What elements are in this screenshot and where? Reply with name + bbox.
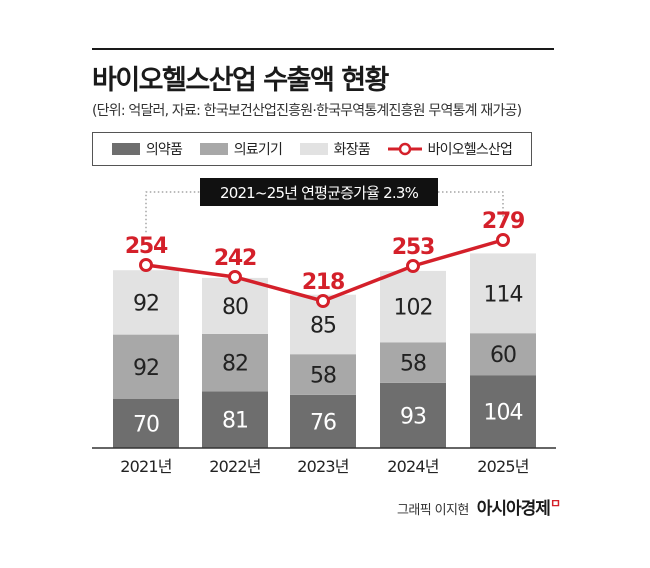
legend-item-cosmetics: 화장품 — [299, 139, 371, 159]
bar-value-cosmetics-5: 114 — [484, 282, 523, 307]
bar-value-pharma-2: 81 — [222, 409, 248, 434]
legend-label-pharma: 의약품 — [145, 142, 183, 158]
bar-medical-5 — [470, 333, 536, 376]
total-label-4: 253 — [392, 235, 434, 260]
bar-value-medical-5: 60 — [490, 343, 516, 368]
bar-medical-1 — [113, 334, 179, 399]
bar-value-cosmetics-2: 80 — [222, 295, 248, 320]
chart-subtitle: (단위: 억달러, 자료: 한국보건산업진흥원·한국무역통계진흥원 무역통계 재… — [92, 103, 522, 119]
total-label-1: 254 — [125, 234, 168, 259]
bar-value-cosmetics-1: 92 — [133, 291, 159, 316]
bar-value-pharma-5: 104 — [484, 401, 523, 426]
bar-cosmetics-5 — [470, 253, 536, 334]
legend-label-cosmetics: 화장품 — [333, 142, 371, 158]
top-rule — [92, 48, 554, 50]
total-point-5 — [496, 233, 510, 247]
total-point-3 — [316, 294, 330, 308]
x-tick-label-1: 2021년 — [120, 457, 172, 476]
x-tick-label-2: 2022년 — [209, 457, 261, 476]
annotation-box — [200, 178, 438, 206]
bar-value-medical-4: 58 — [400, 352, 426, 377]
annotation-bracket-left — [145, 191, 200, 233]
overlay-group: 2021년 2022년 2023년 2024년 2025년 2021~25년 연평균증가율… — [120, 178, 530, 476]
x-tick-label-5: 2025년 — [477, 457, 529, 476]
bar-value-pharma-3: 76 — [310, 410, 336, 435]
annotation-bracket-right — [438, 191, 504, 218]
annotation-text: 2021~25년 연평균증가율 2.3% — [220, 184, 419, 202]
legend-label-medical: 의료기기 — [233, 142, 283, 158]
bar-value-pharma-4: 93 — [400, 404, 426, 429]
bar-value-pharma-1: 70 — [133, 413, 159, 438]
bar-value-medical-1: 92 — [133, 356, 159, 381]
total-label-2: 242 — [214, 246, 256, 271]
bar-pharma-4 — [380, 382, 446, 448]
legend-swatch-cosmetics — [299, 143, 328, 155]
bar-cosmetics-4 — [380, 270, 446, 343]
graphic-credit: 그래픽 이지현 — [397, 503, 469, 518]
bar-value-medical-3: 58 — [310, 364, 336, 389]
bar-pharma-3 — [290, 394, 356, 448]
brand-logo: 아시아경제ㅁ — [476, 494, 561, 519]
legend-item-pharma: 의약품 — [111, 139, 183, 159]
bar-pharma-1 — [113, 399, 179, 448]
bar-value-cosmetics-3: 85 — [310, 313, 336, 338]
bar-pharma-2 — [202, 391, 268, 448]
total-label-5: 279 — [482, 209, 524, 234]
total-point-4 — [406, 259, 420, 273]
footer: 그래픽 이지현 아시아경제ㅁ — [397, 494, 561, 519]
legend: 의약품 의료기기 화장품 바이오헬스산업 — [92, 132, 532, 166]
chart-title: 바이오헬스산업 수출액 현황 — [92, 65, 389, 96]
legend-item-total: 바이오헬스산업 — [387, 139, 513, 159]
total-point-2 — [228, 270, 242, 284]
total-point-1 — [139, 258, 153, 272]
brand-mark: ㅁ — [549, 496, 561, 511]
x-tick-label-4: 2024년 — [387, 457, 439, 476]
bar-value-medical-2: 82 — [222, 352, 248, 377]
total-label-3: 218 — [302, 270, 344, 295]
legend-swatch-medical — [199, 143, 228, 155]
legend-line-marker-icon — [387, 142, 422, 156]
bar-cosmetics-1 — [113, 270, 179, 335]
bar-pharma-5 — [470, 375, 536, 448]
legend-item-medical: 의료기기 — [199, 139, 283, 159]
bar-medical-3 — [290, 354, 356, 395]
bar-medical-2 — [202, 333, 268, 392]
brand-name: 아시아경제 — [476, 499, 551, 519]
bars-group: 70 92 92 81 82 80 76 58 85 93 58 102 104 60 114 — [92, 253, 556, 449]
bar-value-cosmetics-4: 102 — [394, 296, 433, 321]
legend-label-total: 바이오헬스산업 — [427, 142, 513, 158]
legend-swatch-pharma — [111, 143, 140, 155]
bar-medical-4 — [380, 342, 446, 383]
x-tick-label-3: 2023년 — [297, 457, 349, 476]
bar-cosmetics-2 — [202, 277, 268, 334]
